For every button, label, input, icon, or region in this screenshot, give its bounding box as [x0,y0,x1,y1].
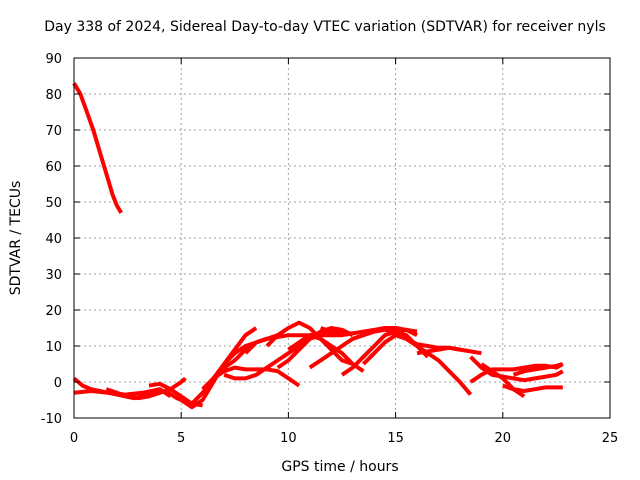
x-tick-label-0: 0 [70,431,78,446]
x-tick-label-10: 10 [280,431,297,446]
series-arc-12 [265,320,354,366]
x-tick-label-5: 5 [177,431,185,446]
x-tick-label-20: 20 [495,431,512,446]
x-tick-label-25: 25 [602,431,619,446]
y-axis-label: SDTVAR / TECUs [8,181,24,296]
y-tick-label-20: 20 [45,304,62,319]
series-group [72,82,564,410]
series-arc-11 [244,329,343,355]
series-arc-8 [201,365,301,391]
series-arc-24 [502,383,563,393]
series-arc-25 [512,362,564,377]
y-tick-label--10: -10 [41,412,62,427]
grid [74,58,610,418]
y-tick-label-80: 80 [45,88,62,103]
y-tick-label-10: 10 [45,340,62,355]
y-tick-label-70: 70 [45,124,62,139]
series-arc-10 [223,331,354,381]
chart-title: Day 338 of 2024, Sidereal Day-to-day VTE… [44,19,606,35]
series-arc-17 [319,326,418,336]
series-arc-20 [405,337,461,352]
axes: 0 5 10 15 20 25 -10 0 10 20 30 40 50 60 70 80 90 [41,52,619,446]
x-tick-label-15: 15 [387,431,404,446]
series-arc-15 [308,327,430,370]
y-tick-label-30: 30 [45,268,62,283]
y-tick-label-50: 50 [45,196,62,211]
y-tick-label-0: 0 [54,376,62,391]
y-tick-label-60: 60 [45,160,62,175]
series-arc-4 [105,376,187,401]
series-arc-14 [287,333,365,373]
y-tick-label-40: 40 [45,232,62,247]
series-arc-1 [72,82,123,214]
y-tick-label-90: 90 [45,52,62,67]
x-axis-label: GPS time / hours [281,459,398,475]
